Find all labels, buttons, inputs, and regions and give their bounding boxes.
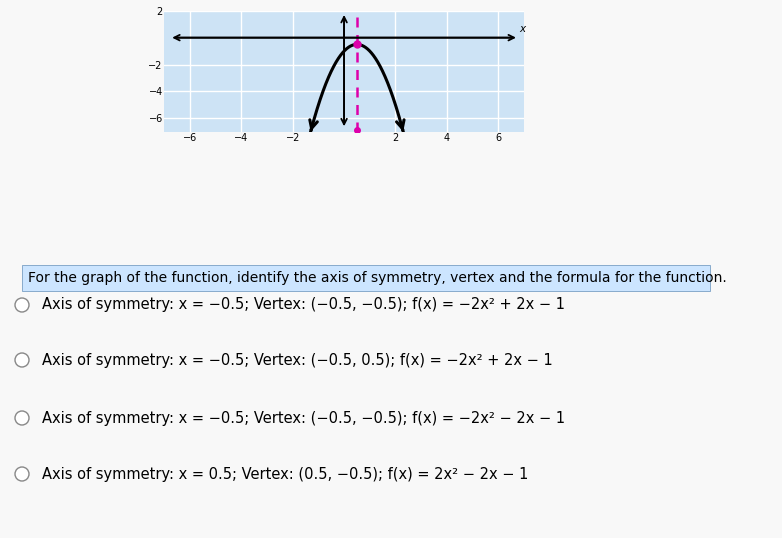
Circle shape	[15, 467, 29, 481]
Circle shape	[15, 298, 29, 312]
Text: Axis of symmetry: x = −0.5; Vertex: (−0.5, −0.5); f(x) = −2x² + 2x − 1: Axis of symmetry: x = −0.5; Vertex: (−0.…	[42, 298, 565, 313]
Circle shape	[15, 411, 29, 425]
Text: Axis of symmetry: x = 0.5; Vertex: (0.5, −0.5); f(x) = 2x² − 2x − 1: Axis of symmetry: x = 0.5; Vertex: (0.5,…	[42, 466, 529, 482]
Text: For the graph of the function, identify the axis of symmetry, vertex and the for: For the graph of the function, identify …	[28, 271, 726, 285]
Text: Axis of symmetry: x = −0.5; Vertex: (−0.5, 0.5); f(x) = −2x² + 2x − 1: Axis of symmetry: x = −0.5; Vertex: (−0.…	[42, 352, 553, 367]
Text: Axis of symmetry: x = −0.5; Vertex: (−0.5, −0.5); f(x) = −2x² − 2x − 1: Axis of symmetry: x = −0.5; Vertex: (−0.…	[42, 410, 565, 426]
FancyBboxPatch shape	[22, 265, 710, 291]
Text: x: x	[519, 24, 526, 34]
Circle shape	[15, 353, 29, 367]
